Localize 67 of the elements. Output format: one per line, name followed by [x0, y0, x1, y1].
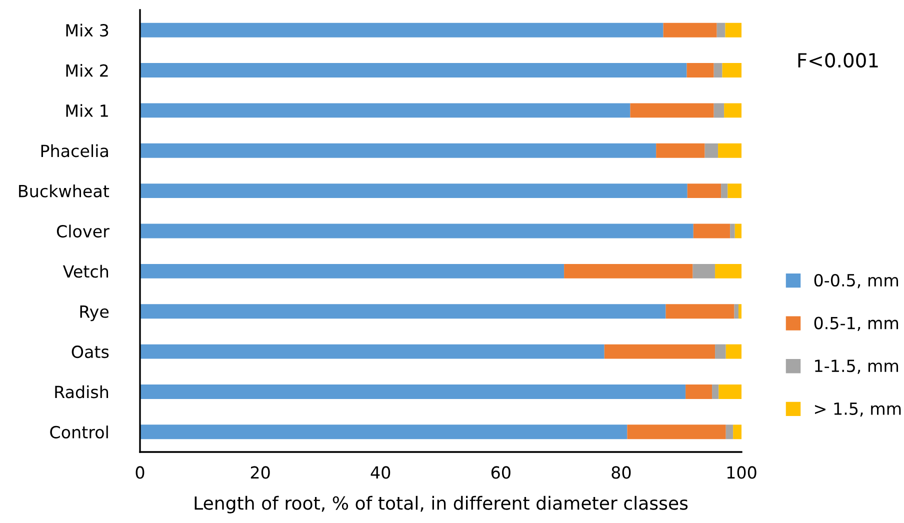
y-tick-label: Mix 2: [66, 64, 108, 77]
bar: [726, 424, 734, 440]
legend-label: 0.5-1, mm: [814, 316, 898, 332]
bar: [140, 103, 630, 118]
x-tick-label: 60: [491, 466, 510, 479]
bar: [627, 424, 726, 440]
y-tick-label: Radish: [55, 385, 108, 398]
bar: [663, 22, 717, 38]
bar: [725, 22, 742, 38]
text: F<0.001: [798, 52, 878, 68]
y-tick-label: Mix 1: [66, 104, 108, 117]
bar: [724, 103, 742, 118]
bar: [721, 184, 728, 198]
bar: [733, 424, 742, 440]
bar: [140, 344, 604, 359]
y-tick-label: Control: [50, 426, 108, 438]
y-tick-label: Phacelia: [41, 144, 108, 158]
y-tick-label: Oats: [72, 346, 109, 358]
bar: [715, 344, 726, 359]
bar: [704, 143, 718, 158]
legend-label: 0-0.5, mm: [814, 274, 898, 288]
bar: [734, 224, 742, 238]
bar: [730, 224, 735, 238]
bar: [712, 384, 719, 399]
bar: [716, 22, 726, 38]
bar: [656, 143, 705, 158]
bar: [630, 103, 714, 118]
bar: [718, 143, 742, 158]
y-tick-label: Mix 3: [66, 24, 108, 37]
bar: [140, 22, 664, 38]
bar: [728, 184, 742, 198]
legend-label: 1-1.5, mm: [815, 360, 898, 374]
bar: [686, 384, 712, 399]
bar: [715, 264, 742, 278]
x-tick-label: 100: [727, 466, 756, 479]
bar: [140, 224, 694, 238]
x-tick-label: 40: [370, 466, 390, 479]
bar: [687, 184, 722, 198]
y-tick-label: Rye: [80, 306, 109, 322]
bar: [734, 304, 738, 319]
bar: [714, 103, 724, 118]
bar: [714, 63, 722, 78]
x-tick-label: 80: [612, 466, 631, 479]
bar: [140, 304, 666, 319]
bar: [140, 63, 687, 78]
x-tick-label: 20: [250, 466, 270, 479]
bar: [726, 344, 742, 359]
bar: [722, 63, 742, 78]
bar: [604, 344, 716, 359]
y-tick-label: Clover: [56, 224, 110, 238]
bar: [692, 264, 716, 278]
bar: [140, 264, 564, 278]
x-axis-title: Length of root, % of total, in different diameter classes: [194, 496, 688, 514]
bar: [693, 224, 730, 238]
x-tick-label: 0: [136, 466, 144, 479]
bar: [686, 63, 714, 78]
bar: [140, 184, 688, 198]
y-tick-label: Vetch: [62, 264, 108, 278]
bar: [718, 384, 742, 399]
bar: [564, 264, 693, 278]
legend-label: > 1.5, mm: [815, 402, 901, 417]
bar: [140, 143, 656, 158]
bar: [140, 424, 628, 440]
bar: [738, 304, 742, 319]
y-tick-label: Buckwheat: [19, 184, 110, 198]
bar: [140, 384, 686, 399]
bar: [666, 304, 734, 319]
